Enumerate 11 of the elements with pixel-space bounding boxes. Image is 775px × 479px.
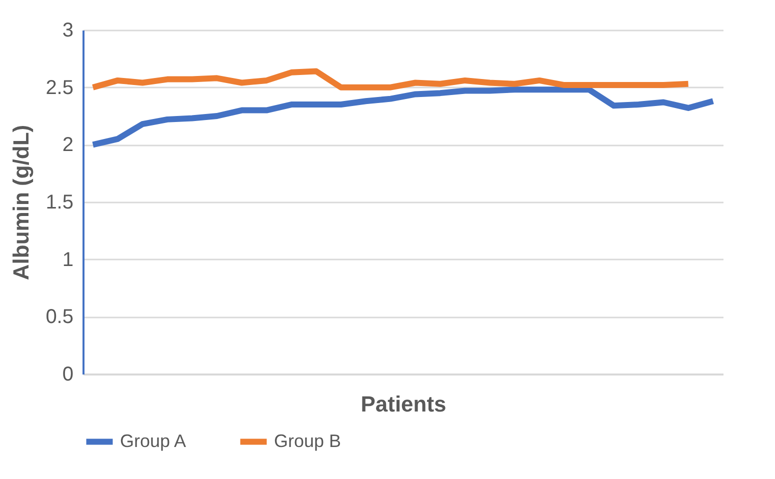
y-tick-label: 2 bbox=[62, 134, 74, 156]
y-tick-label: 0.5 bbox=[46, 306, 74, 328]
y-axis-title: Albumin (g/dL) bbox=[8, 124, 34, 280]
legend-label: Group B bbox=[274, 430, 342, 451]
x-axis-title: Patients bbox=[360, 392, 446, 416]
y-tick-label: 0 bbox=[62, 364, 74, 386]
y-tick-label: 1 bbox=[62, 248, 74, 271]
y-tick-label: 1.5 bbox=[46, 192, 74, 214]
y-tick-label: 2.5 bbox=[46, 76, 74, 99]
y-tick-label: 3 bbox=[62, 20, 74, 42]
legend-label: Group A bbox=[120, 430, 186, 451]
